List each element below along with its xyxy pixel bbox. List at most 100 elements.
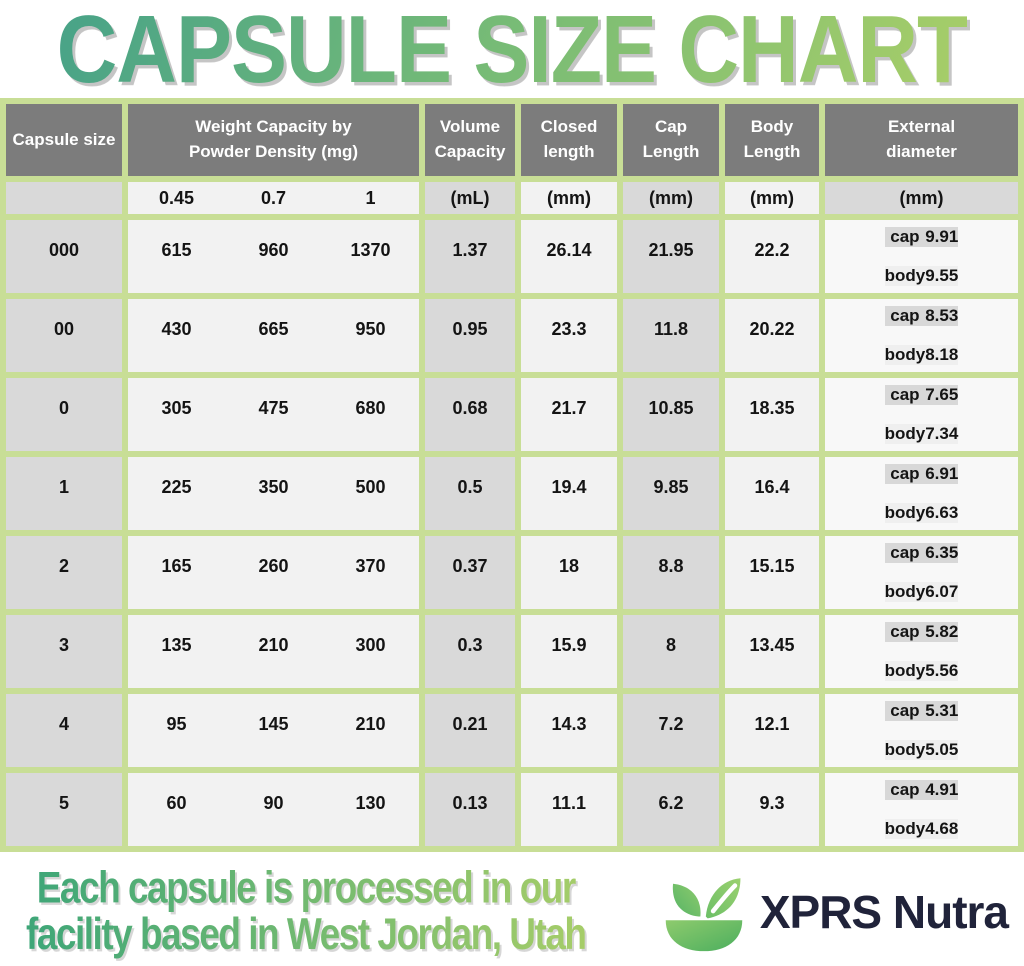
weight-capacity-cell: 305 475 680 xyxy=(128,378,419,451)
header-volume-capacity: Volume Capacity xyxy=(425,104,515,176)
external-body-label: body xyxy=(884,344,926,364)
external-body-label: body xyxy=(884,423,926,443)
capsule-size-cell: 2 xyxy=(6,536,122,609)
external-cap-label: cap xyxy=(890,227,920,247)
capsule-size-table: Capsule size Weight Capacity by Powder D… xyxy=(0,98,1024,852)
external-body-value: 4.68 xyxy=(925,818,959,838)
external-body-band: body 8.18 xyxy=(884,344,959,365)
weight-07-value: 90 xyxy=(263,793,284,813)
weight-045-value: 60 xyxy=(166,793,187,813)
external-cap-band: cap 7.65 xyxy=(884,385,959,406)
cap-length-cell: 8 xyxy=(623,615,719,688)
cap-length-cell: 8.8 xyxy=(623,536,719,609)
header-cap-line2: Length xyxy=(642,142,700,161)
external-cap-label: cap xyxy=(890,306,920,326)
weight-07-value: 665 xyxy=(258,319,289,339)
external-cap-label: cap xyxy=(890,622,920,642)
external-body-value: 6.07 xyxy=(925,581,959,601)
tagline: Each capsule is processed in our facilit… xyxy=(26,865,586,958)
units-external-cell: (mm) xyxy=(825,182,1018,214)
units-cap-cell: (mm) xyxy=(623,182,719,214)
body-length-cell: 9.3 xyxy=(725,773,819,846)
header-weight-capacity: Weight Capacity by Powder Density (mg) xyxy=(128,104,419,176)
external-diameter-cell: cap 5.82 body 5.56 xyxy=(825,615,1018,688)
header-cap-length: Cap Length xyxy=(623,104,719,176)
tagline-line2: facility based in West Jordan, Utah xyxy=(26,909,586,959)
external-body-label: body xyxy=(884,581,926,601)
weight-capacity-cell: 225 350 500 xyxy=(128,457,419,530)
external-cap-label: cap xyxy=(890,543,920,563)
external-diameter-cell: cap 7.65 body 7.34 xyxy=(825,378,1018,451)
closed-length-cell: 14.3 xyxy=(521,694,617,767)
external-cap-band: cap 8.53 xyxy=(884,306,959,327)
external-cap-band: cap 6.91 xyxy=(884,464,959,485)
density-1: 1 xyxy=(365,187,376,208)
weight-07-value: 260 xyxy=(258,556,289,576)
external-body-label: body xyxy=(884,660,926,680)
volume-capacity-cell: 1.37 xyxy=(425,220,515,293)
units-volume-cell: (mL) xyxy=(425,182,515,214)
weight-1-value: 500 xyxy=(355,477,386,497)
brand-name: XPRS Nutra xyxy=(759,886,1009,938)
cap-length-cell: 11.8 xyxy=(623,299,719,372)
body-length-cell: 15.15 xyxy=(725,536,819,609)
header-weight-line1: Weight Capacity by xyxy=(195,117,352,137)
weight-1-value: 130 xyxy=(355,793,386,813)
weight-045-value: 430 xyxy=(161,319,192,339)
density-07: 0.7 xyxy=(260,187,287,208)
leaf-bowl-icon xyxy=(665,878,743,952)
weight-045-value: 615 xyxy=(161,240,192,260)
external-body-band: body 9.55 xyxy=(884,265,959,286)
external-body-label: body xyxy=(884,739,926,759)
closed-length-cell: 11.1 xyxy=(521,773,617,846)
closed-length-cell: 19.4 xyxy=(521,457,617,530)
body-length-cell: 18.35 xyxy=(725,378,819,451)
external-diameter-cell: cap 6.91 body 6.63 xyxy=(825,457,1018,530)
volume-capacity-cell: 0.5 xyxy=(425,457,515,530)
closed-length-cell: 18 xyxy=(521,536,617,609)
external-cap-value: 6.35 xyxy=(925,543,959,563)
external-cap-value: 6.91 xyxy=(925,464,959,484)
footer: Each capsule is processed in our facilit… xyxy=(0,862,1024,962)
volume-capacity-cell: 0.37 xyxy=(425,536,515,609)
page-title: CAPSULE SIZE CHART xyxy=(57,0,969,104)
capsule-size-cell: 5 xyxy=(6,773,122,846)
weight-07-value: 210 xyxy=(258,635,289,655)
weight-1-value: 210 xyxy=(355,714,386,734)
weight-07-value: 475 xyxy=(258,398,289,418)
body-length-cell: 12.1 xyxy=(725,694,819,767)
header-volume-line2: Capacity xyxy=(434,142,506,161)
weight-045-value: 225 xyxy=(161,477,192,497)
volume-capacity-cell: 0.21 xyxy=(425,694,515,767)
header-closed-length: Closed length xyxy=(521,104,617,176)
header-external-diameter: External diameter xyxy=(825,104,1018,176)
weight-1-value: 1370 xyxy=(350,240,391,260)
external-diameter-cell: cap 6.35 body 6.07 xyxy=(825,536,1018,609)
weight-045-value: 165 xyxy=(161,556,192,576)
external-body-band: body 7.34 xyxy=(884,423,959,444)
external-cap-value: 9.91 xyxy=(925,227,959,247)
external-body-value: 9.55 xyxy=(925,265,959,285)
external-body-label: body xyxy=(884,818,926,838)
external-body-value: 6.63 xyxy=(925,502,959,522)
weight-07-value: 350 xyxy=(258,477,289,497)
closed-length-cell: 21.7 xyxy=(521,378,617,451)
weight-045-value: 135 xyxy=(161,635,192,655)
cap-length-cell: 10.85 xyxy=(623,378,719,451)
weight-1-value: 680 xyxy=(355,398,386,418)
external-body-label: body xyxy=(884,265,926,285)
external-body-band: body 6.63 xyxy=(885,502,959,523)
weight-1-value: 370 xyxy=(355,556,386,576)
external-body-value: 8.18 xyxy=(925,344,959,364)
header-volume-line1: Volume xyxy=(439,117,501,137)
header-external-line1: External xyxy=(887,117,956,137)
cap-length-cell: 21.95 xyxy=(623,220,719,293)
weight-capacity-cell: 135 210 300 xyxy=(128,615,419,688)
capsule-size-cell: 000 xyxy=(6,220,122,293)
volume-capacity-cell: 0.3 xyxy=(425,615,515,688)
external-cap-label: cap xyxy=(890,385,920,405)
body-length-cell: 13.45 xyxy=(725,615,819,688)
units-body-cell: (mm) xyxy=(725,182,819,214)
external-body-band: body 5.56 xyxy=(884,660,959,681)
volume-capacity-cell: 0.13 xyxy=(425,773,515,846)
